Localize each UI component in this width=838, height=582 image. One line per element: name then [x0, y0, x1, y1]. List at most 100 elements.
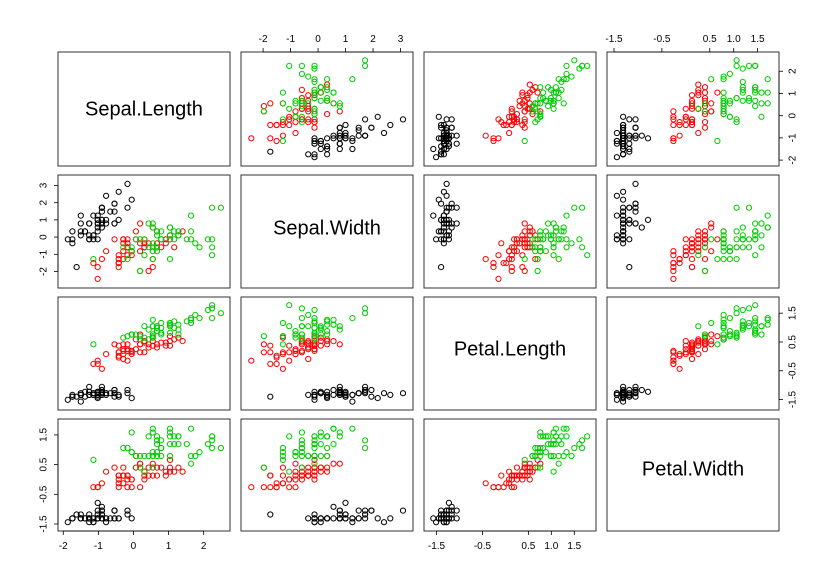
- point-virginica-23: [292, 452, 299, 460]
- point-versicolor-24: [153, 240, 161, 247]
- point-setosa-41: [267, 511, 274, 518]
- point-virginica-49: [132, 452, 139, 460]
- point-virginica-48: [545, 103, 552, 110]
- point-virginica-14: [758, 113, 765, 120]
- point-virginica-36: [336, 323, 343, 330]
- point-setosa-18: [626, 116, 633, 123]
- point-setosa-14: [620, 113, 627, 120]
- point-versicolor-29: [495, 116, 502, 123]
- point-virginica-46: [149, 449, 156, 456]
- point-virginica-34: [550, 468, 557, 475]
- point-setosa-42: [438, 151, 445, 158]
- point-virginica-41: [317, 331, 324, 338]
- point-setosa-43: [94, 388, 101, 395]
- point-virginica-34: [286, 105, 293, 112]
- point-setosa-4: [94, 212, 101, 219]
- point-setosa-23: [330, 132, 337, 139]
- point-virginica-13: [733, 256, 740, 263]
- point-versicolor-39: [115, 349, 122, 356]
- point-setosa-24: [453, 140, 460, 147]
- point-versicolor-40: [682, 121, 689, 129]
- point-virginica-30: [298, 315, 305, 322]
- point-virginica-10: [158, 228, 165, 235]
- point-versicolor-18: [145, 464, 152, 471]
- point-setosa-13: [433, 154, 440, 161]
- point-virginica-9: [563, 425, 570, 432]
- point-virginica-18: [584, 433, 591, 440]
- point-versicolor-10: [248, 357, 255, 364]
- point-versicolor-26: [695, 244, 702, 251]
- point-virginica-2: [183, 441, 190, 448]
- point-versicolor-20: [324, 111, 331, 118]
- point-setosa-39: [336, 515, 343, 522]
- point-setosa-39: [620, 220, 627, 227]
- point-versicolor-45: [311, 346, 318, 353]
- point-virginica-15: [153, 228, 161, 235]
- point-virginica-47: [733, 329, 740, 336]
- point-versicolor-0: [179, 338, 186, 345]
- point-setosa-47: [324, 391, 331, 398]
- point-setosa-14: [620, 196, 627, 203]
- point-setosa-43: [342, 388, 349, 395]
- point-virginica-29: [311, 460, 318, 467]
- point-versicolor-25: [162, 342, 169, 349]
- point-virginica-4: [158, 437, 165, 444]
- point-versicolor-7: [90, 260, 97, 267]
- point-versicolor-40: [286, 342, 293, 349]
- point-virginica-44: [552, 425, 560, 432]
- point-setosa-38: [438, 236, 445, 243]
- point-setosa-45: [626, 236, 633, 243]
- point-setosa-28: [336, 391, 343, 398]
- point-setosa-32: [613, 129, 621, 137]
- point-virginica-6: [714, 341, 721, 348]
- point-versicolor-44: [292, 472, 299, 479]
- point-versicolor-19: [676, 351, 683, 358]
- point-versicolor-19: [279, 119, 286, 126]
- point-versicolor-23: [682, 244, 689, 251]
- point-versicolor-44: [120, 248, 127, 255]
- point-virginica-23: [149, 452, 156, 460]
- point-setosa-36: [342, 121, 349, 129]
- diag-label-petal-length: Petal.Length: [454, 338, 566, 360]
- point-versicolor-49: [298, 116, 305, 123]
- point-setosa-14: [374, 395, 381, 402]
- point-versicolor-37: [149, 472, 156, 479]
- point-versicolor-47: [516, 103, 523, 110]
- point-virginica-11: [542, 248, 549, 255]
- point-versicolor-48: [676, 132, 683, 139]
- point-virginica-46: [279, 333, 286, 340]
- point-virginica-23: [292, 100, 299, 107]
- point-setosa-29: [445, 143, 452, 150]
- point-virginica-19: [701, 333, 709, 340]
- point-versicolor-31: [670, 260, 677, 267]
- point-setosa-16: [368, 124, 375, 131]
- point-virginica-29: [187, 236, 195, 243]
- point-virginica-36: [336, 429, 343, 436]
- scatter-panel-r1-c2: [430, 180, 591, 282]
- point-setosa-36: [620, 216, 627, 223]
- point-virginica-13: [124, 256, 131, 263]
- point-virginica-40: [550, 89, 557, 96]
- point-versicolor-38: [510, 236, 518, 243]
- point-virginica-47: [540, 444, 547, 452]
- point-versicolor-15: [519, 89, 526, 96]
- point-setosa-49: [330, 391, 337, 398]
- point-virginica-17: [209, 437, 216, 444]
- point-setosa-38: [311, 151, 318, 158]
- point-setosa-6: [77, 511, 84, 518]
- point-virginica-45: [166, 329, 174, 336]
- point-setosa-22: [349, 398, 356, 405]
- point-versicolor-14: [305, 119, 312, 126]
- point-virginica-42: [726, 331, 734, 338]
- point-setosa-48: [107, 390, 114, 397]
- point-versicolor-0: [695, 81, 702, 88]
- point-virginica-14: [298, 429, 305, 436]
- point-setosa-32: [613, 192, 621, 199]
- point-virginica-32: [153, 244, 161, 251]
- point-versicolor-48: [98, 480, 106, 487]
- point-setosa-13: [433, 236, 440, 243]
- point-versicolor-31: [670, 121, 677, 129]
- point-setosa-22: [430, 212, 437, 219]
- point-versicolor-30: [115, 480, 122, 487]
- point-versicolor-13: [695, 240, 702, 247]
